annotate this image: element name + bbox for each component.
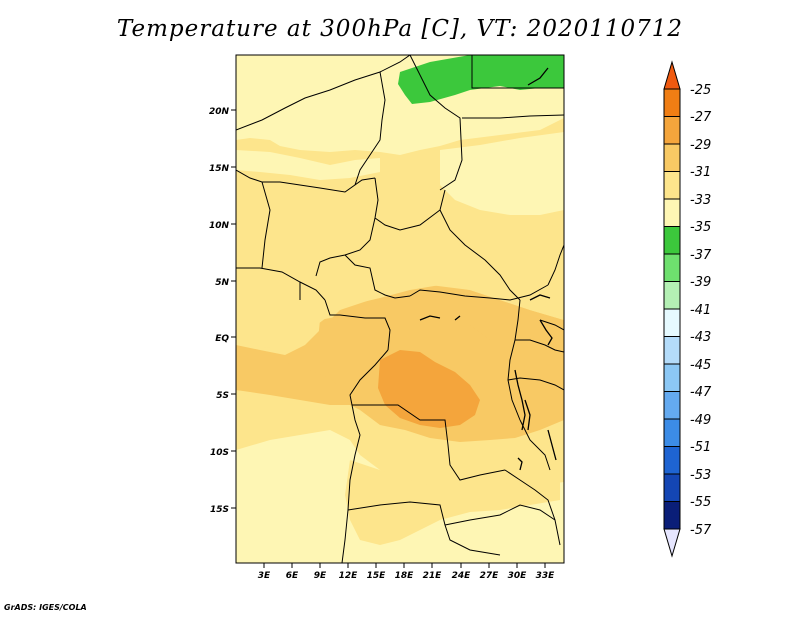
x-tick-label: 3E [258, 571, 271, 581]
field-m35-northeast [440, 132, 564, 215]
colorbar-label: -31 [690, 165, 711, 180]
grads-credit: GrADS: IGES/COLA [4, 603, 87, 612]
colorbar-segment [663, 418, 681, 447]
colorbar-segment [663, 281, 681, 310]
x-tick-labels: 3E 6E 9E 12E 15E 18E 21E 24E 27E 30E 33E [258, 571, 555, 581]
x-tick-label: 27E [480, 571, 500, 581]
colorbar-segment [663, 143, 681, 172]
x-tick-label: 6E [286, 571, 299, 581]
x-tick-label: 33E [536, 571, 556, 581]
colorbar [663, 60, 681, 558]
colorbar-segment [663, 171, 681, 200]
colorbar-segment [663, 308, 681, 337]
colorbar-segment [663, 116, 681, 145]
y-axis [231, 109, 236, 509]
y-tick-label: 10S [210, 448, 229, 458]
map-plot-area [236, 55, 564, 563]
colorbar-label: -55 [690, 495, 711, 510]
colorbar-segment [663, 446, 681, 475]
colorbar-segment [663, 336, 681, 365]
y-tick-label: 5N [215, 278, 229, 288]
lake-features [419, 67, 557, 471]
country-boundaries [236, 55, 564, 563]
colorbar-label: -29 [690, 138, 711, 153]
y-tick-label: 10N [209, 221, 230, 231]
x-tick-label: 18E [395, 571, 415, 581]
colorbar-label: -41 [690, 303, 711, 318]
x-axis [263, 563, 546, 568]
field-m33-west-africa [236, 248, 564, 348]
colorbar-label: -37 [690, 248, 712, 263]
field-m37-libya-egypt [398, 55, 564, 104]
colorbar-segment [663, 253, 681, 282]
colorbar-label: -53 [690, 468, 711, 483]
y-tick-label: 20N [209, 107, 230, 117]
colorbar-segment [663, 198, 681, 227]
colorbar-label: -47 [690, 385, 712, 400]
colorbar-label: -35 [690, 220, 711, 235]
colorbar-label: -25 [690, 83, 711, 98]
colorbar-bottom-arrow [663, 528, 681, 558]
map-frame [235, 54, 565, 564]
colorbar-segment [663, 391, 681, 420]
colorbar-label: -45 [690, 358, 711, 373]
field-m33-angola-interior [345, 460, 560, 545]
colorbar-label: -39 [690, 275, 711, 290]
colorbar-label: -27 [690, 110, 712, 125]
chart-title: Temperature at 300hPa [C], VT: 202011071… [116, 16, 684, 42]
y-tick-labels: 20N 15N 10N 5N EQ 5S 10S 15S [209, 107, 230, 515]
colorbar-label: -43 [690, 330, 711, 345]
colorbar-top-arrow [663, 60, 681, 90]
x-tick-label: 9E [314, 571, 327, 581]
x-tick-label: 30E [508, 571, 528, 581]
colorbar-label: -57 [690, 523, 712, 538]
x-tick-label: 12E [339, 571, 359, 581]
field-m35-sahel-west [236, 150, 380, 180]
y-tick-label: EQ [215, 334, 229, 344]
field-m31-gulf-guinea [236, 350, 350, 405]
y-tick-label: 15N [209, 164, 230, 174]
colorbar-segment [663, 501, 681, 530]
colorbar-segment [663, 88, 681, 117]
x-tick-label: 15E [367, 571, 387, 581]
y-tick-label: 5S [216, 391, 229, 401]
colorbar-label: -33 [690, 193, 711, 208]
colorbar-segment [663, 363, 681, 392]
x-tick-label: 21E [423, 571, 443, 581]
y-tick-label: 15S [210, 505, 229, 515]
colorbar-segment [663, 473, 681, 502]
colorbar-label: -51 [690, 440, 711, 455]
x-tick-label: 24E [452, 571, 472, 581]
colorbar-labels: -25 -27 -29 -31 -33 -35 -37 -39 -41 -43 … [690, 83, 712, 538]
colorbar-label: -49 [690, 413, 711, 428]
colorbar-segment [663, 226, 681, 255]
